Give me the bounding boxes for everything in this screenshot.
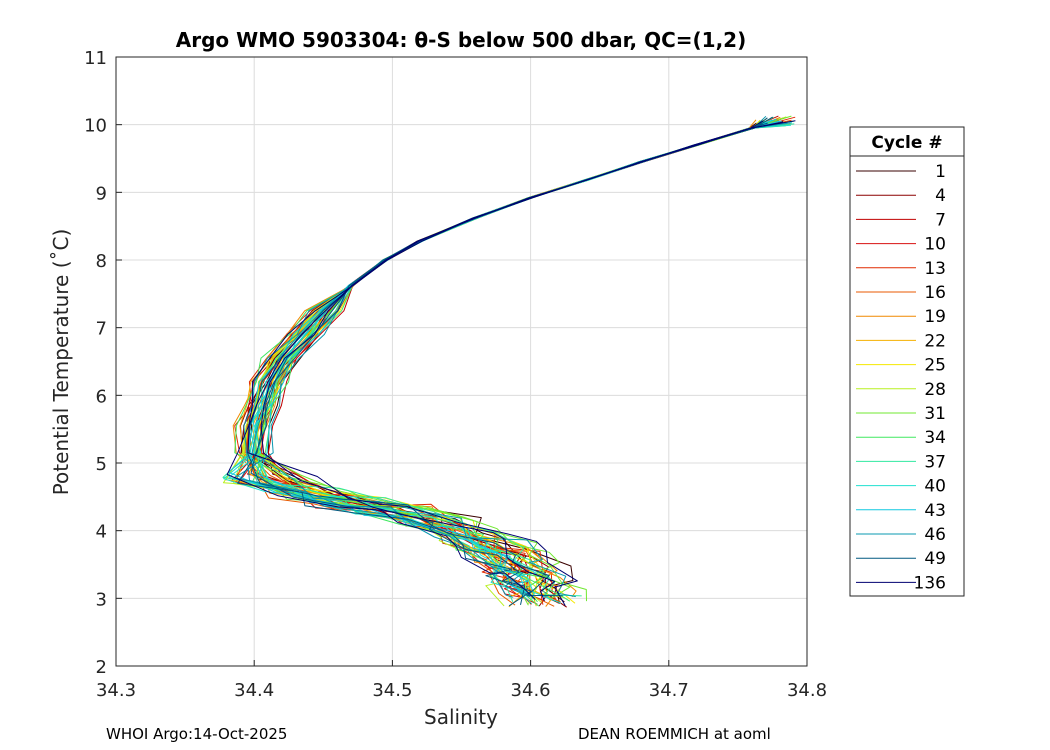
profiles [222,115,796,608]
plot-frame [115,56,808,667]
grid [115,56,808,667]
x-tick-label: 34.6 [511,680,551,701]
legend: Cycle # 14710131619222528313437404346491… [849,126,965,597]
y-tick-label: 4 [96,522,107,543]
y-tick-label: 5 [96,454,107,475]
legend-title: Cycle # [871,133,942,153]
legend-label: 16 [924,283,946,303]
legend-label: 10 [924,235,946,255]
x-tick-label: 34.4 [234,680,274,701]
profile-line [247,120,764,606]
legend-label: 31 [924,404,946,424]
legend-items: 1 4 7 10 13 16 19 22 25 28 31 34 37 40 43 46 49 136 [856,162,946,593]
legend-label: 1 [935,162,946,182]
legend-label: 49 [924,549,946,569]
x-tick-label: 34.3 [96,680,136,701]
y-tick-label: 3 [96,589,107,610]
y-tick-label: 6 [96,386,107,407]
legend-label: 7 [935,210,946,230]
x-axis-ticks: 34.3 34.4 34.5 34.6 34.7 34.8 [96,660,827,701]
y-axis-label: Potential Temperature (˚C) [49,229,73,496]
x-tick-label: 34.7 [649,680,689,701]
plot-area [116,57,807,666]
footer-credit-left: WHOI Argo:14-Oct-2025 [106,725,288,743]
x-tick-label: 34.8 [787,680,827,701]
legend-box [849,126,965,597]
y-tick-label: 7 [96,319,107,340]
legend-label: 136 [914,573,946,593]
y-tick-label: 9 [96,183,107,204]
legend-label: 37 [924,452,946,472]
legend-label: 25 [924,356,946,376]
y-tick-label: 11 [84,48,107,69]
legend-label: 40 [924,477,946,497]
legend-label: 34 [924,428,946,448]
legend-label: 28 [924,380,946,400]
legend-label: 46 [924,525,946,545]
y-tick-label: 2 [96,657,107,678]
legend-label: 13 [924,259,946,279]
legend-label: 19 [924,307,946,327]
x-tick-label: 34.5 [372,680,412,701]
y-axis-ticks: 2 3 4 5 6 7 8 9 10 11 [84,48,122,678]
footer-credit-right: DEAN ROEMMICH at aoml [578,725,771,743]
y-tick-label: 8 [96,251,107,272]
legend-label: 22 [924,331,946,351]
profile-line [260,120,796,602]
x-axis-label: Salinity [424,705,498,729]
chart-title: Argo WMO 5903304: θ-S below 500 dbar, QC… [176,28,746,52]
legend-label: 4 [935,186,946,206]
legend-label: 43 [924,501,946,521]
y-tick-label: 10 [84,116,107,137]
